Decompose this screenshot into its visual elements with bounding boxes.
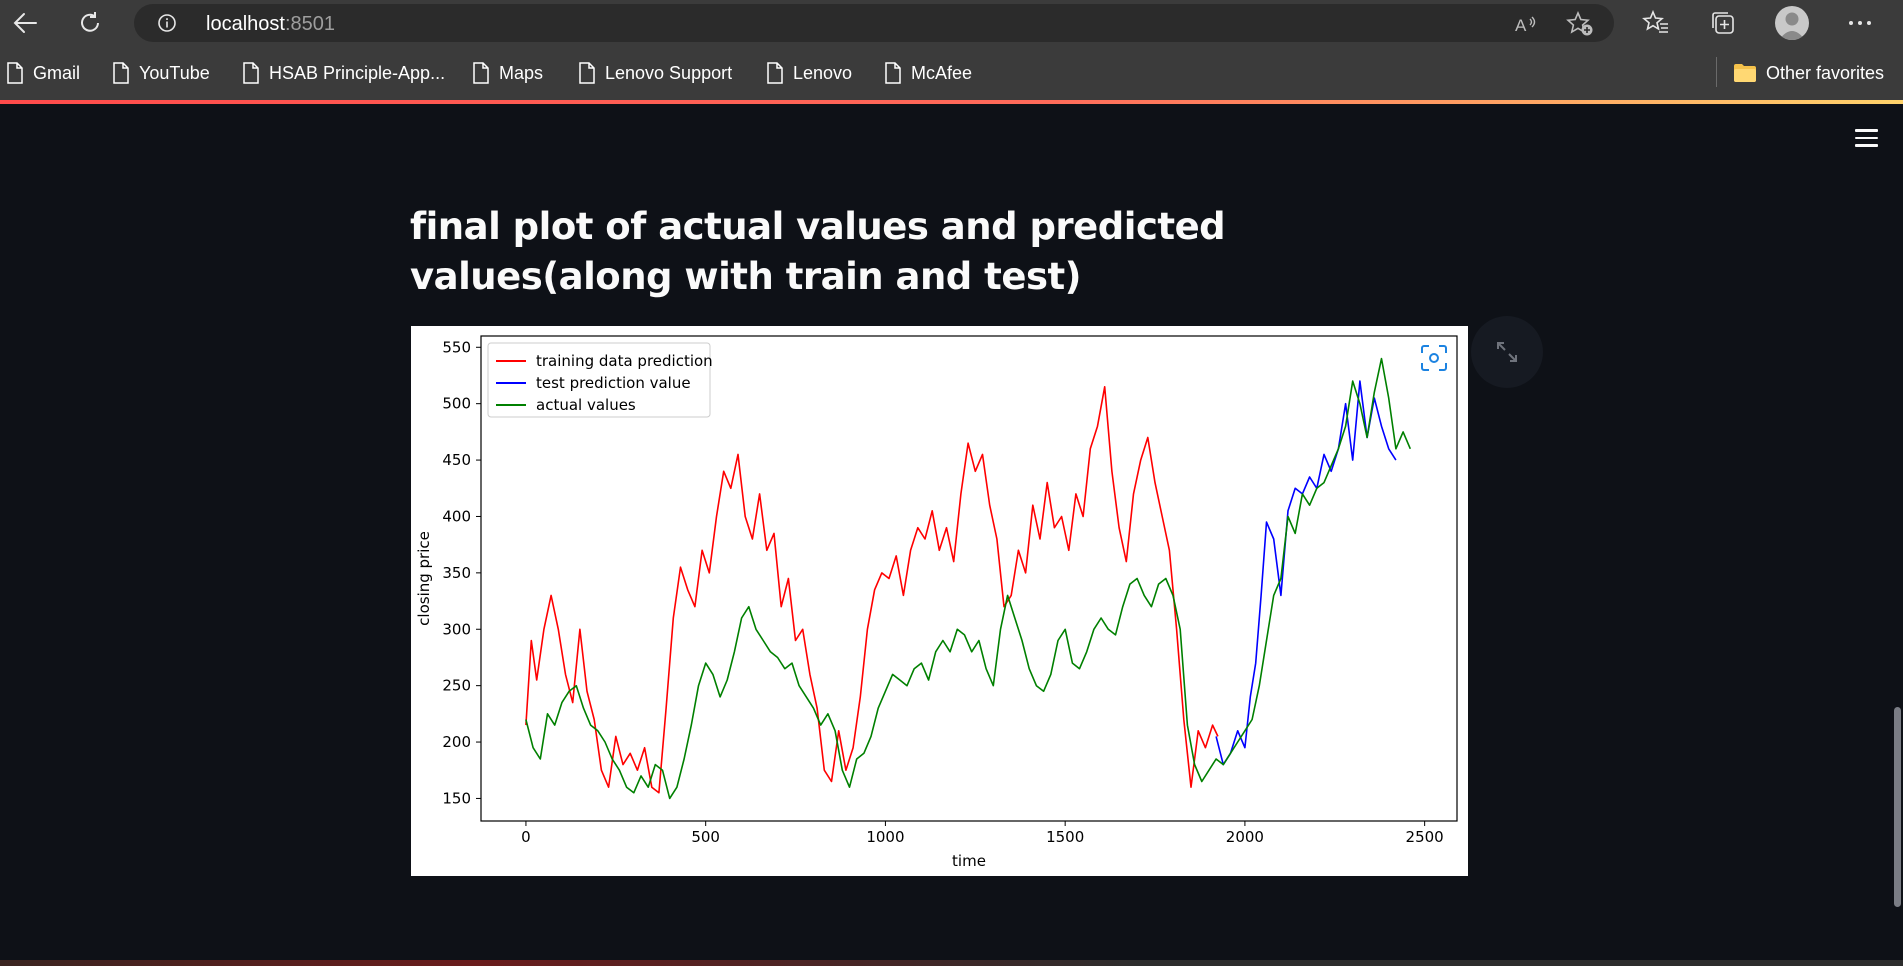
bookmark-hsab[interactable]: HSAB Principle-App... [242,60,445,86]
legend-label: training data prediction [536,352,713,370]
scrollbar-thumb[interactable] [1894,707,1901,907]
add-favorite-icon[interactable] [1566,11,1594,37]
refresh-icon [81,12,99,32]
page-icon [579,62,595,84]
bookmark-youtube[interactable]: YouTube [112,60,210,86]
legend-label: test prediction value [536,374,691,392]
chart-figure: 0 500 1000 1500 2000 2500 150 200 250 300 350 400 45… [411,326,1468,876]
expand-icon [1497,342,1517,362]
read-aloud-icon[interactable]: A [1514,13,1538,35]
refresh-button[interactable] [73,6,107,40]
favorites-bar: Gmail YouTube HSAB Principle-App... Maps… [0,45,1903,100]
bookmark-label: Gmail [33,62,81,83]
folder-icon [1734,64,1756,82]
x-tick-label: 2500 [1406,828,1444,846]
collections-icon[interactable] [1709,9,1737,37]
line-chart: 0 500 1000 1500 2000 2500 150 200 250 300 350 400 45… [415,335,1458,870]
y-tick-label: 500 [442,395,471,413]
x-tick-label: 0 [521,828,531,846]
bottom-strip [0,960,1903,966]
bookmark-label: McAfee [911,62,973,83]
app-header-accent [0,100,1903,104]
bookmark-label: HSAB Principle-App... [269,62,446,83]
back-button[interactable] [8,6,42,40]
bookmark-gmail[interactable]: Gmail [6,60,80,86]
page-icon [885,62,901,84]
x-tick-label: 500 [691,828,720,846]
bookmark-label: Maps [499,62,544,83]
x-tick-label: 1000 [866,828,904,846]
favorites-separator [1716,57,1717,87]
svg-text:A: A [1515,16,1527,35]
profile-avatar[interactable] [1775,6,1809,40]
bookmark-label: YouTube [139,62,210,83]
focus-icon[interactable] [1421,345,1447,371]
profile-icon [1779,12,1805,40]
browser-toolbar: localhost:8501 A [0,0,1903,45]
hamburger-icon[interactable] [1855,129,1878,147]
page-title: final plot of actual values and predicte… [410,205,1226,298]
y-tick-label: 200 [442,733,471,751]
more-icon[interactable] [1846,9,1874,37]
x-tick-label: 2000 [1226,828,1264,846]
other-favorites[interactable]: Other favorites [1733,60,1884,86]
y-tick-label: 250 [442,677,471,695]
y-tick-label: 450 [442,451,471,469]
info-icon[interactable] [158,14,176,32]
y-tick-label: 400 [442,507,471,525]
series-line-2 [525,357,1412,800]
y-tick-label: 350 [442,564,471,582]
y-tick-label: 150 [442,789,471,807]
page-icon [767,62,783,84]
y-axis-label: closing price [415,531,433,626]
page-icon [113,62,129,84]
x-axis-label: time [952,852,986,870]
favorites-icon[interactable] [1642,9,1670,37]
bookmark-label: Lenovo [793,62,853,83]
address-bar[interactable]: localhost:8501 A [134,4,1614,42]
bookmark-lenovo[interactable]: Lenovo [766,60,852,86]
x-tick-label: 1500 [1046,828,1084,846]
other-favorites-label: Other favorites [1766,62,1885,83]
legend-box [487,342,711,418]
legend-label: actual values [536,396,636,414]
bookmark-maps[interactable]: Maps [472,60,543,86]
page-icon [473,62,489,84]
bookmark-lenovo-support[interactable]: Lenovo Support [578,60,732,86]
page-icon [7,62,23,84]
series-line-0 [525,386,1219,794]
page-icon [243,62,259,84]
bookmark-mcafee[interactable]: McAfee [884,60,972,86]
y-tick-label: 300 [442,620,471,638]
back-arrow-icon [13,13,37,33]
url-text[interactable]: localhost:8501 [206,13,335,35]
fullscreen-button[interactable] [1471,316,1543,388]
app-main: final plot of actual values and predicte… [0,104,1903,966]
bookmark-label: Lenovo Support [605,62,733,83]
y-tick-label: 550 [442,338,471,356]
